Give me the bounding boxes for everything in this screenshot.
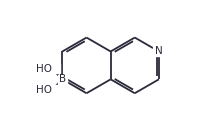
Text: N: N (155, 46, 163, 57)
Text: HO: HO (36, 63, 51, 74)
Text: B: B (59, 74, 66, 84)
Text: HO: HO (36, 85, 51, 95)
Bar (58, 75, 67, 84)
Bar (44, 64, 60, 73)
Bar (44, 85, 60, 95)
Bar (154, 47, 164, 56)
